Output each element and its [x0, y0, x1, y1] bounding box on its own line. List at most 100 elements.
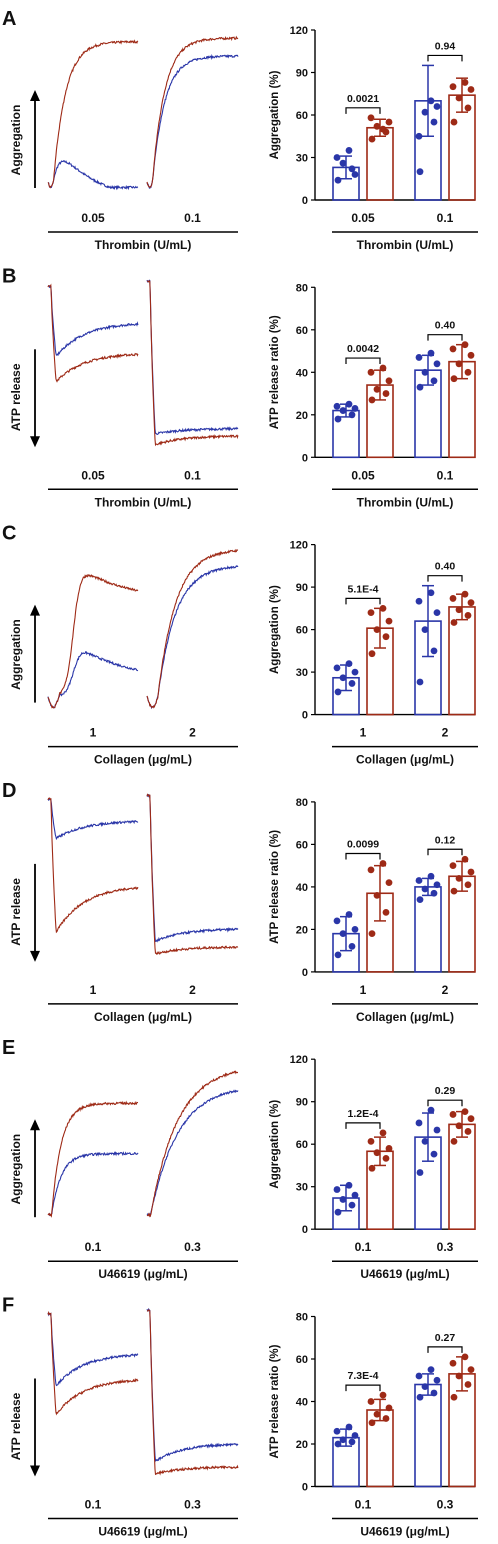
data-point — [461, 79, 469, 86]
data-point — [449, 862, 457, 870]
trace-control-1 — [47, 284, 139, 356]
trace-dose-label: 0.1 — [184, 468, 201, 482]
y-tick-label: 0 — [302, 1224, 308, 1236]
trace-treated-1 — [47, 1100, 139, 1218]
trace-control-2 — [146, 1307, 239, 1463]
data-point — [333, 154, 341, 161]
data-point — [373, 385, 381, 393]
data-point — [427, 1106, 435, 1114]
data-point — [449, 1359, 457, 1367]
panel-letter: A — [2, 8, 16, 30]
data-point — [333, 1427, 341, 1435]
trace-dose-label: 2 — [189, 726, 196, 740]
y-tick-label: 80 — [296, 282, 308, 294]
bar-ylabel: ATP release ratio (%) — [269, 315, 281, 429]
bar-xtitle: Thrombin (U/mL) — [357, 495, 454, 509]
data-point — [415, 597, 423, 605]
data-point — [339, 674, 347, 682]
data-point — [345, 1423, 353, 1431]
y-tick-label: 40 — [296, 882, 308, 894]
p-value-label: 0.0021 — [347, 93, 379, 105]
trace-control-2 — [146, 1089, 239, 1218]
data-point — [351, 405, 359, 412]
trace-treated-2 — [146, 280, 239, 447]
trace-control-1 — [47, 1151, 139, 1217]
data-point — [379, 860, 387, 867]
data-point — [373, 1149, 381, 1157]
p-value-label: 0.0042 — [347, 343, 379, 355]
data-point — [382, 633, 390, 641]
data-point — [385, 118, 393, 126]
panel-b: B ATP release 0.05 0.1 Thrombin (U/mL) 0 20 40 6… — [2, 265, 478, 509]
data-point — [345, 400, 353, 408]
p-value-label: 0.0099 — [347, 839, 379, 851]
significance-bracket — [345, 357, 381, 365]
trace-treated-1 — [47, 39, 139, 189]
data-point — [348, 1438, 356, 1446]
bar-category-label: 0.3 — [437, 1498, 454, 1512]
data-point — [464, 1381, 472, 1388]
data-point — [367, 1137, 375, 1145]
data-point — [461, 1353, 469, 1361]
data-point — [339, 930, 347, 938]
data-point — [455, 360, 463, 368]
y-tick-label: 0 — [302, 710, 308, 722]
data-point — [345, 147, 353, 154]
data-point — [430, 889, 438, 897]
data-point — [464, 1128, 472, 1135]
panel-letter: E — [2, 1037, 15, 1059]
y-tick-label: 60 — [296, 625, 308, 637]
trace-control-2 — [146, 793, 239, 943]
y-tick-label: 60 — [296, 839, 308, 851]
trace-control-1 — [47, 1312, 139, 1387]
data-point — [430, 118, 438, 126]
y-tick-label: 30 — [296, 1182, 308, 1194]
trace-dose-label: 1 — [90, 726, 97, 740]
data-point — [467, 86, 475, 93]
data-point — [416, 168, 424, 176]
y-tick-label: 60 — [296, 325, 308, 337]
data-point — [348, 943, 356, 950]
significance-bracket — [345, 1122, 381, 1129]
data-point — [351, 1191, 359, 1199]
y-tick-label: 60 — [296, 110, 308, 122]
data-point — [450, 118, 458, 126]
data-point — [367, 866, 375, 874]
p-value-label: 0.40 — [435, 561, 456, 573]
bar-category-label: 1 — [360, 983, 367, 997]
data-point — [427, 589, 435, 597]
y-tick-label: 120 — [290, 25, 308, 37]
arrow-up-icon — [30, 604, 40, 616]
data-point — [467, 868, 475, 876]
significance-bracket — [427, 575, 463, 582]
y-tick-label: 20 — [296, 924, 308, 936]
data-point — [345, 660, 353, 667]
trace-ylabel: ATP release — [9, 363, 23, 431]
data-point — [373, 626, 381, 633]
data-point — [450, 1393, 458, 1401]
bar-xtitle: Thrombin (U/mL) — [357, 238, 454, 252]
bar-category-label: 0.3 — [437, 1240, 454, 1254]
data-point — [455, 94, 463, 102]
data-point — [450, 619, 458, 626]
data-point — [373, 122, 381, 130]
data-point — [345, 911, 353, 918]
bar-xtitle: Collagen (μg/mL) — [356, 1010, 454, 1024]
trace-xtitle: U46619 (μg/mL) — [98, 1267, 187, 1281]
trace-dose-label: 0.3 — [184, 1240, 201, 1254]
y-tick-label: 30 — [296, 667, 308, 679]
y-tick-label: 30 — [296, 153, 308, 165]
bar-ylabel: Aggregation (%) — [269, 1100, 281, 1189]
trace-treated-2 — [146, 35, 239, 189]
data-point — [455, 1372, 463, 1380]
panel-letter: C — [2, 523, 16, 545]
y-tick-label: 40 — [296, 1397, 308, 1409]
data-point — [421, 626, 429, 633]
data-point — [430, 1389, 438, 1397]
panel-letter: D — [2, 780, 16, 802]
p-value-label: 7.3E-4 — [348, 1370, 379, 1382]
data-point — [416, 678, 424, 686]
data-point — [461, 341, 469, 349]
data-point — [416, 383, 424, 391]
data-point — [333, 402, 341, 410]
